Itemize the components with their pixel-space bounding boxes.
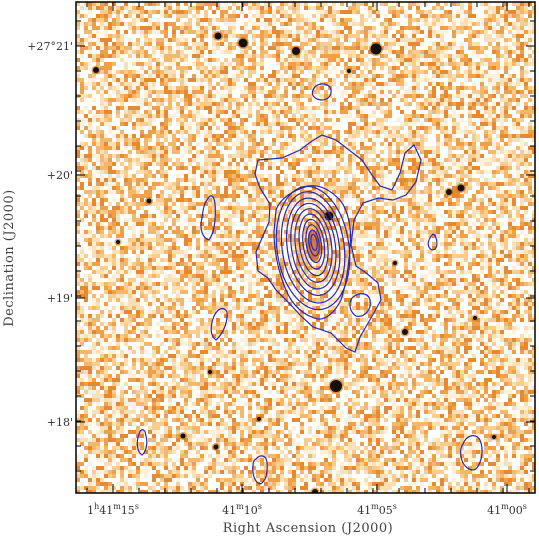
x-tick-label: 41m10s — [222, 502, 262, 517]
contour-level — [305, 224, 323, 264]
x-tick-label: 41m05s — [357, 502, 397, 517]
core-contours — [275, 185, 351, 311]
contour-level — [308, 229, 320, 257]
contour-inner-bump — [273, 185, 352, 320]
contour-level — [310, 233, 318, 251]
star — [146, 198, 152, 204]
star — [370, 43, 382, 55]
star — [402, 329, 408, 335]
star — [457, 184, 465, 192]
contour-south-blob-1 — [136, 429, 148, 456]
axis-ticks — [76, 2, 535, 493]
star — [214, 32, 222, 40]
contour-small-lobe — [349, 293, 371, 317]
star — [116, 240, 120, 244]
x-tick-label: 1h41m15s — [87, 502, 139, 517]
star — [347, 69, 351, 73]
y-axis-title: Declination (J2000) — [2, 189, 17, 327]
y-tick-label: +19' — [47, 292, 73, 305]
contour-south-blob-3 — [460, 435, 483, 471]
star — [330, 380, 342, 392]
y-tick-labels: +27°21' +20' +19' +18' — [27, 40, 73, 429]
contour-north-blob — [311, 83, 332, 101]
star — [180, 433, 186, 439]
contour-level — [285, 197, 341, 297]
contour-level — [302, 218, 326, 270]
y-tick-label: +18' — [47, 416, 73, 429]
contour-east-blob — [427, 233, 438, 251]
x-axis-title: Right Ascension (J2000) — [223, 521, 394, 536]
star — [312, 489, 318, 493]
contour-outer-main — [254, 134, 422, 353]
contour-level — [294, 208, 333, 283]
star — [213, 444, 219, 450]
contour-west-blob — [200, 195, 216, 241]
star — [93, 67, 99, 73]
plot-frame — [75, 1, 536, 494]
y-tick-label: +27°21' — [27, 40, 73, 53]
optical-sky-image — [76, 2, 535, 493]
star — [238, 38, 248, 48]
radio-contours — [136, 83, 483, 485]
contour-level — [298, 213, 329, 277]
star — [257, 417, 261, 421]
star — [446, 189, 452, 195]
contour-level — [290, 202, 337, 290]
y-tick-label: +20' — [47, 169, 73, 182]
x-tick-labels: 1h41m15s 41m10s 41m05s 41m00s — [87, 502, 527, 517]
contour-level — [280, 191, 346, 304]
contour-level — [275, 185, 351, 311]
x-tick-label: 41m00s — [487, 502, 527, 517]
contour-south-blob-2 — [252, 455, 268, 485]
star — [208, 370, 212, 374]
star — [492, 435, 496, 439]
star — [473, 316, 477, 320]
star — [393, 261, 397, 265]
star — [292, 47, 300, 55]
contour-southwest-blob — [210, 307, 228, 341]
